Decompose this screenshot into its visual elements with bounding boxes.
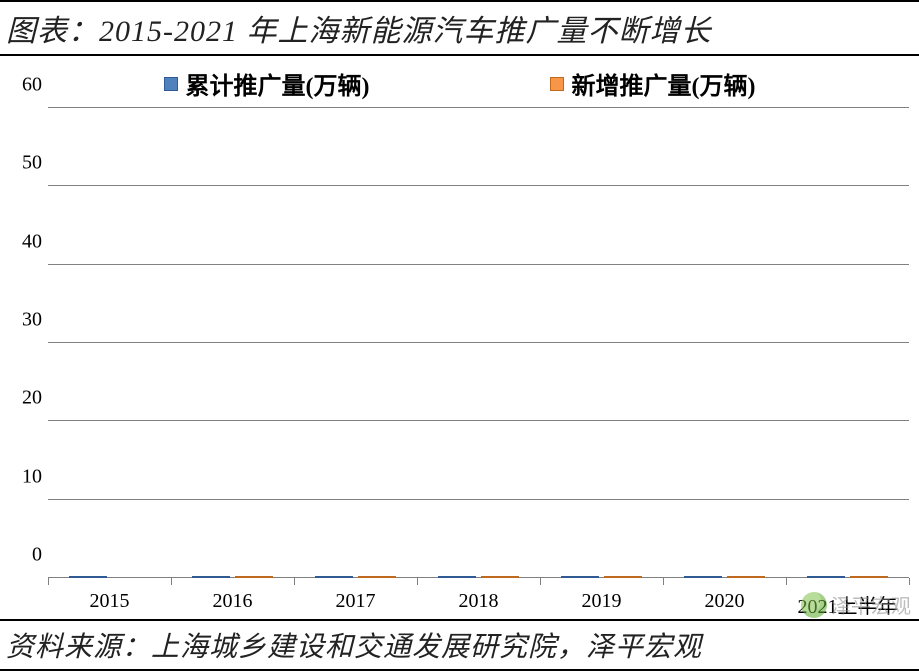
x-axis-label: 2020 (663, 590, 786, 619)
x-tick (294, 578, 295, 585)
bar-group (540, 576, 663, 578)
gridline (48, 420, 909, 421)
x-axis-label: 2019 (540, 590, 663, 619)
y-tick-label: 10 (10, 465, 48, 488)
bar-new (850, 576, 888, 578)
legend-swatch-cumulative (164, 77, 178, 91)
x-tick (909, 578, 910, 585)
plot-region: 0102030405060 (48, 108, 909, 578)
y-tick-label: 60 (10, 74, 48, 97)
bar-new (604, 576, 642, 578)
legend-item-cumulative: 累计推广量(万辆) (164, 66, 370, 101)
legend-label-new: 新增推广量(万辆) (572, 66, 756, 101)
gridline (48, 185, 909, 186)
gridline (48, 264, 909, 265)
gridline (48, 342, 909, 343)
legend-label-cumulative: 累计推广量(万辆) (186, 66, 370, 101)
legend: 累计推广量(万辆) 新增推广量(万辆) (0, 56, 919, 103)
bar-cumulative (561, 576, 599, 578)
bar-group (48, 576, 171, 578)
watermark-text: 泽平宏观 (831, 590, 911, 619)
source-line: 资料来源：上海城乡建设和交通发展研究院，泽平宏观 (0, 619, 919, 671)
bar-cumulative (438, 576, 476, 578)
bar-group (171, 576, 294, 578)
x-axis-labels: 2015201620172018201920202021上半年 (0, 578, 919, 619)
gridline (48, 499, 909, 500)
y-tick-label: 50 (10, 152, 48, 175)
watermark: 泽平宏观 (801, 590, 911, 619)
x-tick (663, 578, 664, 585)
x-axis-label: 2017 (294, 590, 417, 619)
x-axis-label: 2015 (48, 590, 171, 619)
x-axis-label: 2016 (171, 590, 294, 619)
x-tick (171, 578, 172, 585)
chart-title: 图表：2015-2021 年上海新能源汽车推广量不断增长 (0, 0, 919, 56)
chart-plot-area: 0102030405060 (0, 103, 919, 578)
x-axis-label: 2018 (417, 590, 540, 619)
bar-group (417, 576, 540, 578)
bar-cumulative (684, 576, 722, 578)
y-tick-label: 20 (10, 387, 48, 410)
bar-cumulative (192, 576, 230, 578)
bar-group (294, 576, 417, 578)
bar-new (235, 576, 273, 578)
bar-group (786, 576, 909, 578)
y-tick-label: 30 (10, 309, 48, 332)
wechat-icon (801, 592, 827, 618)
x-tick (417, 578, 418, 585)
legend-item-new: 新增推广量(万辆) (550, 66, 756, 101)
bar-cumulative (315, 576, 353, 578)
legend-swatch-new (550, 77, 564, 91)
x-tick (48, 578, 49, 585)
bar-new (358, 576, 396, 578)
y-tick-label: 0 (10, 544, 48, 567)
y-tick-label: 40 (10, 230, 48, 253)
gridline (48, 107, 909, 108)
x-tick (786, 578, 787, 585)
x-tick (540, 578, 541, 585)
bar-cumulative (69, 576, 107, 578)
bar-new (481, 576, 519, 578)
bar-group (663, 576, 786, 578)
bar-cumulative (807, 576, 845, 578)
bar-new (727, 576, 765, 578)
